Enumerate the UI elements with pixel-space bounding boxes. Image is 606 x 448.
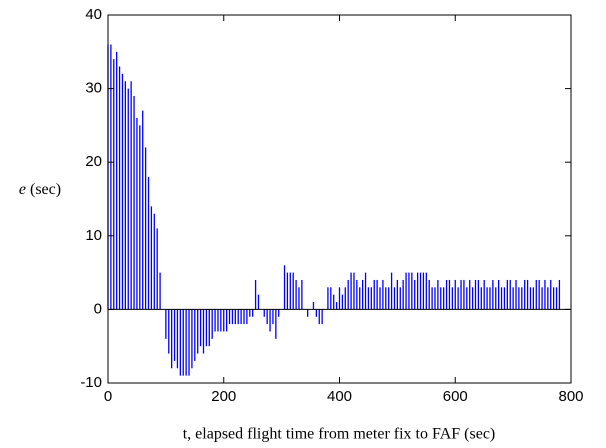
x-tick-label: 200 bbox=[211, 388, 236, 405]
x-tick-label: 800 bbox=[558, 388, 583, 405]
y-tick-label: 10 bbox=[85, 227, 102, 244]
x-axis-label: t, elapsed flight time from meter fix to… bbox=[183, 426, 496, 443]
y-tick-label: 40 bbox=[85, 6, 102, 23]
x-tick-label: 600 bbox=[443, 388, 468, 405]
y-tick-label: 20 bbox=[85, 153, 102, 170]
x-tick-label: 400 bbox=[327, 388, 352, 405]
y-tick-label: 30 bbox=[85, 80, 102, 97]
y-tick-label: -10 bbox=[80, 374, 102, 391]
plot-frame bbox=[107, 14, 572, 384]
x-tick-label: 0 bbox=[104, 388, 112, 405]
y-axis-label: e (sec) bbox=[19, 181, 61, 198]
y-tick-label: 0 bbox=[94, 300, 102, 317]
